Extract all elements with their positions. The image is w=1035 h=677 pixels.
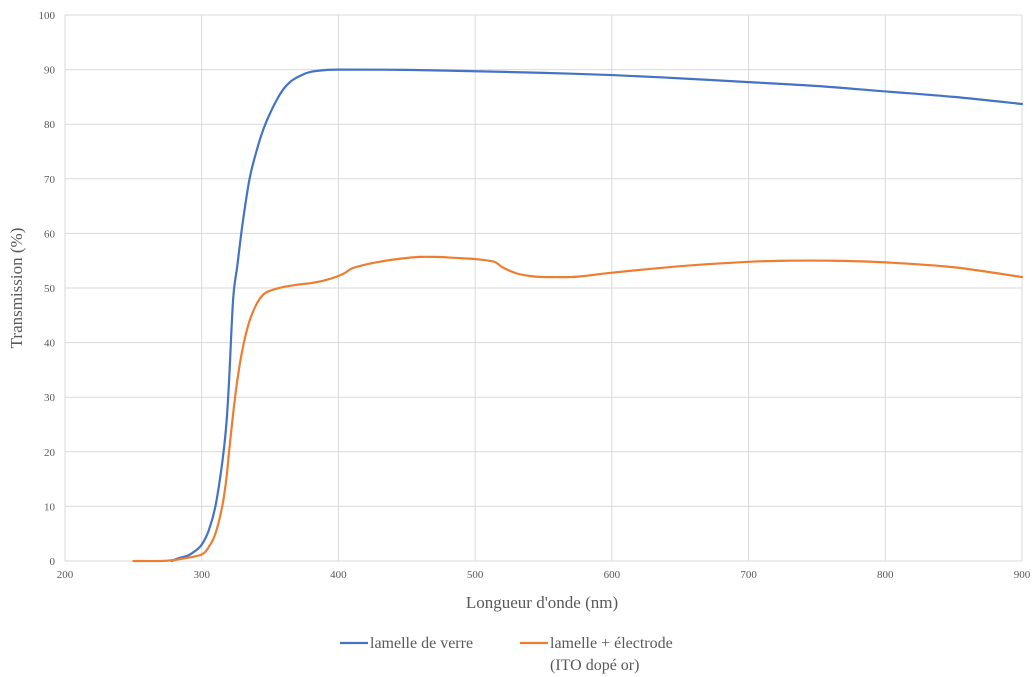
x-tick-label: 800 [877, 569, 894, 581]
y-tick-label: 90 [44, 65, 56, 77]
series-lines [132, 68, 1024, 563]
x-tick-label: 200 [57, 569, 74, 581]
y-tick-label: 30 [44, 392, 56, 404]
y-tick-label: 60 [44, 228, 56, 240]
x-tick-label: 600 [604, 569, 621, 581]
legend-label: lamelle de verre [370, 635, 473, 652]
y-tick-label: 100 [39, 10, 56, 22]
y-tick-labels: 0 10 20 30 40 50 60 70 80 90 100 [39, 10, 56, 568]
y-tick-label: 50 [44, 283, 56, 295]
y-tick-label: 80 [44, 119, 56, 131]
y-tick-label: 0 [50, 556, 56, 568]
x-tick-label: 500 [467, 569, 484, 581]
y-tick-label: 20 [44, 447, 56, 459]
x-tick-label: 300 [193, 569, 210, 581]
x-axis-title: Longueur d'onde (nm) [466, 593, 618, 612]
x-tick-label: 900 [1014, 569, 1031, 581]
x-tick-label: 400 [330, 569, 347, 581]
legend: lamelle de verre lamelle + électrode (ITO … [340, 635, 673, 674]
y-tick-label: 40 [44, 338, 56, 350]
y-axis-title: Transmission (%) [7, 228, 26, 349]
y-tick-label: 70 [44, 174, 56, 186]
series-line-2 [132, 255, 1024, 563]
x-tick-labels: 200 300 400 500 600 700 800 900 [57, 569, 1031, 581]
series-line-1 [170, 68, 1024, 563]
legend-label: lamelle + électrode (ITO dopé or) [550, 635, 673, 674]
y-tick-label: 10 [44, 501, 56, 513]
grid-lines [64, 14, 1023, 562]
x-tick-label: 700 [740, 569, 757, 581]
